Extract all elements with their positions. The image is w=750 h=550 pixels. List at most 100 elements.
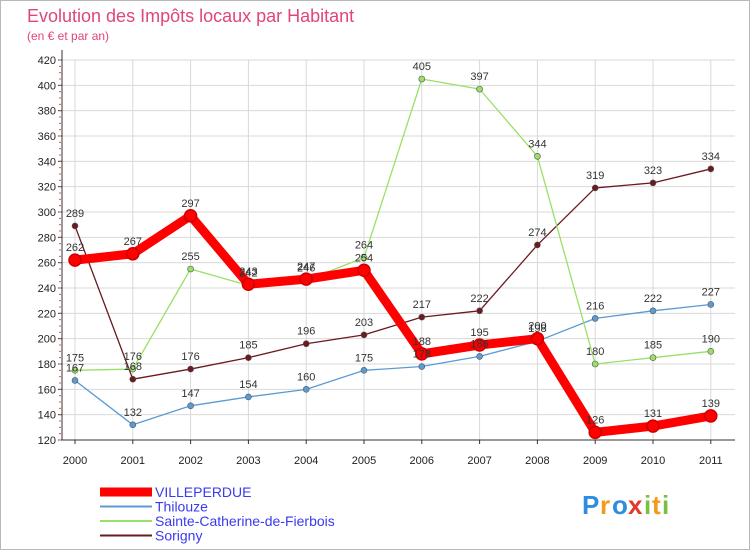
- data-label-sainte-catherine-de-fierbois: 397: [470, 71, 488, 83]
- legend-label-sainte-catherine-de-fierbois: Sainte-Catherine-de-Fierbois: [155, 513, 335, 529]
- y-tick-label: 300: [38, 207, 56, 219]
- point-villeperdue: [126, 247, 140, 261]
- y-tick-label: 240: [38, 283, 56, 295]
- legend-label-villeperdue: VILLEPERDUE: [155, 484, 251, 500]
- data-label-villeperdue: 200: [528, 321, 546, 333]
- legend-label-thilouze: Thilouze: [155, 499, 208, 515]
- y-tick-label: 260: [38, 258, 56, 270]
- data-label-thilouze: 132: [124, 407, 142, 419]
- x-tick-label: 2007: [467, 455, 491, 467]
- y-tick-label: 340: [38, 156, 56, 168]
- series-line-sainte-catherine-de-fierbois: [74, 78, 711, 371]
- data-label-villeperdue: 243: [239, 266, 257, 278]
- data-label-villeperdue: 267: [124, 236, 142, 248]
- data-label-sainte-catherine-de-fierbois: 246: [297, 262, 315, 274]
- grid-lines: [62, 59, 735, 441]
- data-label-sorigny: 203: [355, 317, 373, 329]
- y-tick-label: 220: [38, 308, 56, 320]
- point-sainte-catherine-de-fierbois: [187, 265, 194, 273]
- point-sorigny: [476, 307, 483, 315]
- data-label-sorigny: 176: [181, 351, 199, 363]
- data-label-sainte-catherine-de-fierbois: 264: [355, 240, 373, 252]
- y-tick-label: 380: [38, 106, 56, 118]
- point-thilouze: [129, 421, 137, 429]
- data-label-thilouze: 147: [181, 388, 199, 400]
- point-villeperdue: [588, 425, 602, 440]
- point-villeperdue: [646, 419, 660, 433]
- y-tick-label: 320: [38, 182, 56, 194]
- point-villeperdue: [241, 277, 256, 291]
- x-tick-label: 2004: [294, 455, 318, 467]
- data-label-villeperdue: 126: [586, 414, 604, 426]
- logo-letter: P: [582, 490, 599, 520]
- logo-letter: r: [600, 490, 610, 520]
- data-label-thilouze: 186: [470, 338, 488, 350]
- data-label-thilouze: 167: [66, 362, 84, 374]
- data-label-villeperdue: 297: [181, 198, 199, 210]
- point-villeperdue: [530, 331, 545, 346]
- legend: VILLEPERDUEThilouzeSainte-Catherine-de-F…: [100, 484, 335, 544]
- point-thilouze: [418, 363, 426, 370]
- point-thilouze: [302, 386, 310, 393]
- data-label-villeperdue: 195: [470, 327, 488, 339]
- data-label-sorigny: 217: [413, 299, 431, 311]
- chart-subtitle: (en € et par an): [27, 29, 109, 43]
- x-tick-label: 2003: [236, 455, 260, 467]
- point-sorigny: [129, 375, 137, 383]
- logo-letter: x: [628, 490, 643, 520]
- data-label-thilouze: 175: [355, 352, 373, 364]
- data-label-villeperdue: 262: [66, 242, 84, 254]
- y-tick-label: 140: [38, 410, 56, 422]
- point-thilouze: [649, 307, 657, 315]
- point-villeperdue: [68, 253, 82, 267]
- point-sainte-catherine-de-fierbois: [360, 254, 368, 261]
- data-label-sainte-catherine-de-fierbois: 176: [124, 351, 142, 363]
- y-tick-label: 180: [38, 359, 56, 371]
- point-sorigny: [649, 179, 657, 187]
- data-label-thilouze: 227: [702, 286, 720, 298]
- point-sainte-catherine-de-fierbois: [476, 85, 483, 93]
- data-label-sorigny: 196: [297, 326, 315, 338]
- point-villeperdue: [299, 272, 313, 286]
- axes: 120 140 160 180 200 220 240 260 280 300 320 340 360 3…: [38, 50, 735, 467]
- legend-label-sorigny: Sorigny: [155, 528, 202, 544]
- data-label-thilouze: 160: [297, 371, 315, 383]
- data-label-thilouze: 154: [239, 379, 257, 391]
- series-group: [68, 75, 718, 440]
- y-tick-label: 400: [38, 80, 56, 92]
- logo-letter: t: [652, 490, 661, 520]
- point-sainte-catherine-de-fierbois: [71, 367, 79, 374]
- point-sainte-catherine-de-fierbois: [649, 354, 657, 361]
- data-label-thilouze: 198: [528, 323, 546, 335]
- data-label-villeperdue: 254: [355, 252, 373, 264]
- logo-letter: i: [662, 490, 669, 520]
- data-label-sainte-catherine-de-fierbois: 190: [702, 333, 720, 345]
- logo-letter: i: [644, 490, 651, 520]
- point-thilouze: [591, 315, 599, 322]
- data-label-sainte-catherine-de-fierbois: 405: [413, 61, 431, 73]
- data-label-sainte-catherine-de-fierbois: 344: [528, 138, 546, 150]
- data-label-sainte-catherine-de-fierbois: 185: [644, 340, 662, 352]
- data-label-villeperdue: 139: [702, 398, 720, 410]
- x-tick-label: 2005: [352, 455, 376, 467]
- x-tick-label: 2009: [583, 455, 607, 467]
- point-sainte-catherine-de-fierbois: [591, 360, 599, 368]
- point-thilouze: [245, 393, 252, 401]
- x-tick-label: 2010: [641, 455, 665, 467]
- data-label-sorigny: 334: [702, 151, 720, 163]
- data-label-sorigny: 323: [644, 165, 662, 177]
- x-tick-label: 2000: [63, 455, 87, 467]
- data-label-thilouze: 216: [586, 300, 604, 312]
- point-sorigny: [71, 222, 79, 230]
- chart-title: Evolution des Impôts locaux par Habitant: [27, 6, 354, 26]
- y-tick-label: 160: [38, 384, 56, 396]
- point-thilouze: [71, 377, 79, 384]
- point-sorigny: [360, 331, 368, 339]
- y-tick-label: 420: [38, 55, 56, 67]
- x-tick-label: 2008: [525, 455, 549, 467]
- point-thilouze: [707, 301, 715, 308]
- point-sorigny: [245, 354, 252, 361]
- point-thilouze: [476, 353, 483, 360]
